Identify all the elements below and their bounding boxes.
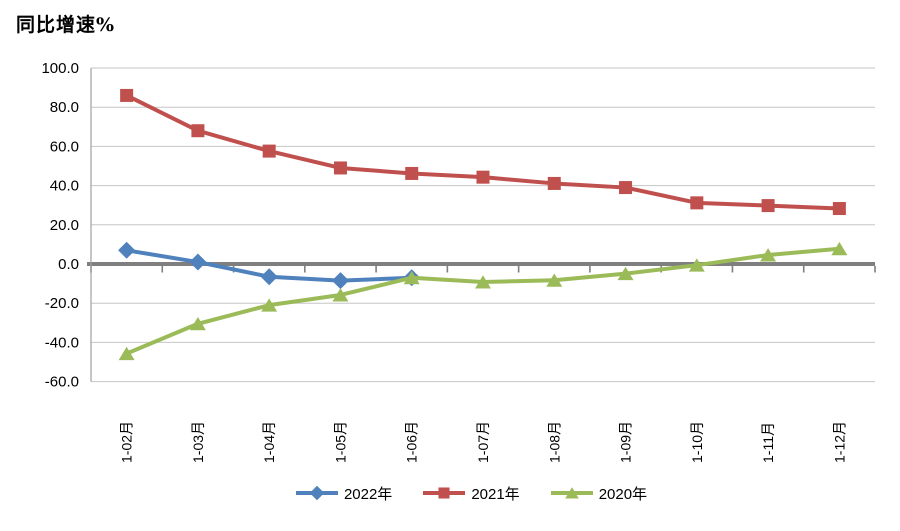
data-point-diamond: [260, 268, 278, 286]
y-tick-label: 60.0: [50, 138, 79, 155]
data-point-square: [262, 144, 276, 158]
x-tick-label: 1-03月: [190, 421, 206, 463]
data-point-diamond: [309, 485, 325, 501]
series-2022年: [118, 241, 421, 290]
x-tick-label: 1-08月: [546, 421, 562, 463]
data-point-triangle: [403, 270, 420, 285]
x-tick-label: 1-07月: [475, 421, 491, 463]
data-point-square: [333, 161, 347, 175]
legend-marker-square-icon: [423, 487, 466, 499]
legend-marker-triangle-icon: [550, 487, 593, 499]
y-tick-label: 80.0: [50, 99, 79, 116]
legend-item-2021: 2021年: [422, 483, 520, 504]
x-tick-label: 1-12月: [831, 421, 847, 463]
data-point-square: [761, 199, 775, 213]
x-tick-label: 1-09月: [618, 421, 634, 463]
data-point-square: [191, 124, 205, 138]
data-point-triangle: [546, 273, 563, 287]
x-tick-label: 1-06月: [404, 421, 420, 463]
data-point-triangle: [118, 346, 135, 361]
y-tick-label: 20.0: [50, 217, 79, 234]
y-tick-label: -40.0: [45, 334, 79, 351]
data-point-triangle: [564, 487, 579, 499]
data-point-square: [832, 202, 846, 216]
y-tick-label: -20.0: [45, 295, 79, 312]
y-tick-label: -60.0: [45, 374, 79, 391]
data-point-square: [690, 196, 704, 210]
legend-label: 2021年: [471, 485, 520, 503]
chart-title: 同比增速%: [16, 14, 116, 36]
x-tick-label: 1-11月: [760, 422, 776, 463]
data-point-triangle: [831, 241, 848, 256]
series-2021年: [120, 88, 846, 216]
data-point-diamond: [189, 253, 207, 271]
data-point-diamond: [331, 272, 349, 290]
data-point-diamond: [118, 241, 136, 259]
y-tick-label: 40.0: [50, 178, 79, 195]
x-tick-label: 1-10月: [689, 421, 705, 463]
legend-marker-diamond-icon: [295, 485, 338, 501]
data-point-square: [547, 176, 561, 190]
data-point-triangle: [189, 316, 206, 331]
data-point-square: [120, 88, 134, 102]
data-point-square: [438, 487, 450, 499]
x-tick-label: 1-05月: [332, 421, 348, 463]
data-point-triangle: [688, 258, 705, 272]
y-tick-label: 0.0: [58, 256, 79, 273]
legend-label: 2022年: [343, 485, 393, 503]
legend-item-2022: 2022年: [295, 483, 392, 504]
y-tick-label: 100.0: [41, 60, 79, 77]
data-point-triangle: [617, 266, 634, 281]
data-point-triangle: [475, 275, 491, 289]
data-point-square: [619, 181, 633, 195]
series-line: [125, 93, 840, 211]
legend-label: 2020年: [598, 485, 648, 503]
legend: 2022年 2021年 2020年: [0, 477, 900, 509]
data-point-triangle: [332, 288, 349, 302]
data-point-square: [405, 166, 419, 180]
x-tick-label: 1-02月: [119, 421, 135, 463]
series-2020年: [118, 241, 848, 361]
legend-item-2020: 2020年: [550, 483, 647, 504]
x-tick-label: 1-04月: [261, 421, 277, 463]
data-point-square: [476, 170, 490, 184]
data-point-triangle: [261, 298, 278, 312]
data-point-triangle: [760, 248, 777, 262]
